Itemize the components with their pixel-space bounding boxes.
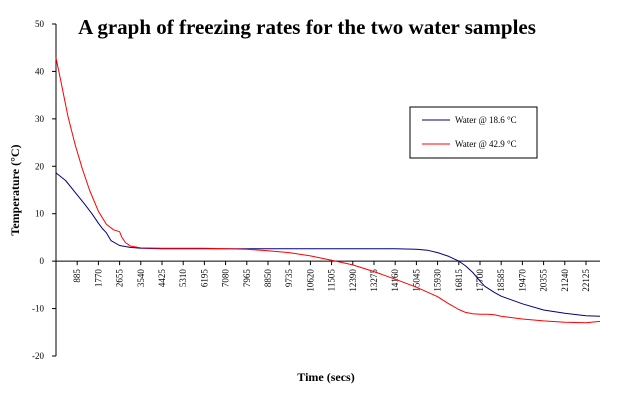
- x-tick-label: 17700: [475, 269, 485, 292]
- legend-box: [409, 106, 538, 159]
- x-tick-label: 11505: [327, 269, 337, 292]
- y-tick-label: 0: [40, 256, 45, 266]
- x-tick-label: 7965: [242, 269, 252, 288]
- x-tick-label: 2655: [115, 269, 125, 288]
- x-ticks: 885 1770 2655 3540 4425 5310 6195 7080 7965 8850 9…: [72, 261, 591, 292]
- legend-label-series-2: Water @ 42.9 °C: [455, 139, 517, 149]
- y-tick-label: -10: [32, 304, 44, 314]
- series-line-1: [55, 172, 601, 317]
- x-tick-label: 8850: [263, 269, 273, 288]
- x-tick-label: 1770: [93, 269, 103, 288]
- series-layer: [55, 57, 601, 324]
- x-tick-label: 885: [72, 269, 82, 283]
- x-tick-label: 15930: [433, 269, 443, 292]
- legend-label-series-1: Water @ 18.6 °C: [455, 115, 517, 125]
- y-tick-label: -20: [32, 351, 44, 361]
- x-tick-label: 18585: [496, 269, 506, 292]
- x-tick-label: 13275: [369, 269, 379, 292]
- y-tick-label: 50: [35, 19, 45, 29]
- y-tick-label: 30: [35, 114, 45, 124]
- x-tick-label: 4425: [157, 269, 167, 288]
- chart-title: A graph of freezing rates for the two wa…: [78, 15, 536, 39]
- y-tick-label: 40: [35, 66, 45, 76]
- y-ticks: 50 40 30 20 10 0 -10 -20: [32, 19, 56, 361]
- x-tick-label: 5310: [178, 269, 188, 288]
- y-axis-label: Temperature (°C): [8, 144, 22, 235]
- legend: Water @ 18.6 °C Water @ 42.9 °C: [409, 106, 538, 159]
- x-tick-label: 9735: [284, 269, 294, 288]
- x-tick-label: 6195: [199, 269, 209, 288]
- x-tick-label: 12390: [348, 269, 358, 292]
- x-tick-label: 7080: [221, 269, 231, 288]
- x-tick-label: 16815: [454, 269, 464, 292]
- x-tick-label: 22125: [581, 269, 591, 292]
- y-tick-label: 10: [35, 209, 45, 219]
- x-tick-label: 20355: [539, 269, 549, 292]
- x-tick-label: 14160: [390, 269, 400, 292]
- x-tick-label: 3540: [136, 269, 146, 288]
- y-tick-label: 20: [35, 161, 45, 171]
- x-tick-label: 21240: [560, 269, 570, 292]
- axes: [55, 24, 600, 356]
- x-tick-label: 19470: [517, 269, 527, 292]
- x-tick-label: 10620: [305, 269, 315, 292]
- series-line-2: [55, 57, 601, 324]
- x-tick-label: 15045: [411, 269, 421, 292]
- x-axis-label: Time (secs): [297, 370, 354, 384]
